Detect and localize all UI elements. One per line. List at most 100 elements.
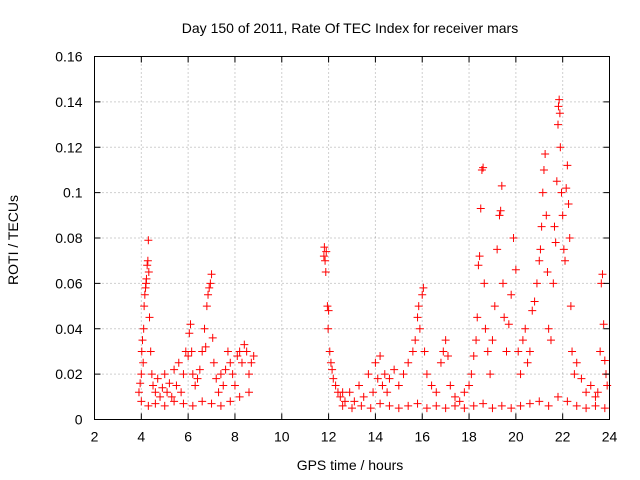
data-point: [147, 370, 156, 379]
data-point: [518, 336, 527, 345]
data-point: [564, 199, 573, 208]
data-point: [202, 302, 211, 311]
data-point: [174, 358, 183, 367]
data-point: [145, 313, 154, 322]
data-point: [555, 95, 564, 104]
data-point: [497, 181, 506, 190]
data-point: [184, 351, 193, 360]
data-point: [226, 397, 235, 406]
data-point: [555, 109, 564, 118]
data-point: [151, 388, 160, 397]
data-point: [338, 401, 347, 410]
data-point: [521, 324, 530, 333]
x-tick-label: 2: [91, 429, 99, 445]
data-point: [441, 336, 450, 345]
data-point: [219, 381, 228, 390]
data-point: [230, 381, 239, 390]
data-point: [600, 356, 609, 365]
data-point: [422, 370, 431, 379]
data-point: [572, 358, 581, 367]
y-tick-label: 0.04: [55, 321, 82, 337]
data-point: [563, 397, 572, 406]
data-point: [528, 306, 537, 315]
data-point: [378, 381, 387, 390]
data-point: [511, 265, 520, 274]
data-point: [493, 245, 502, 254]
data-point: [321, 268, 330, 277]
data-point: [600, 404, 609, 413]
data-point: [376, 399, 385, 408]
grid-lines: [94, 56, 610, 420]
data-point: [200, 324, 209, 333]
data-point: [557, 188, 566, 197]
data-point: [441, 404, 450, 413]
data-point: [572, 401, 581, 410]
data-point: [479, 163, 488, 172]
data-point: [422, 404, 431, 413]
data-point: [158, 383, 167, 392]
data-point: [156, 392, 165, 401]
data-point: [320, 243, 329, 252]
data-point: [451, 401, 459, 410]
y-tick-label: 0.08: [55, 230, 82, 246]
data-point: [177, 388, 186, 397]
data-point: [443, 351, 452, 360]
data-point: [371, 358, 380, 367]
data-point: [209, 358, 218, 367]
data-point: [460, 388, 469, 397]
data-point: [214, 388, 223, 397]
data-point: [436, 358, 445, 367]
data-point: [502, 347, 511, 356]
data-point: [460, 404, 469, 413]
x-tick-label: 6: [184, 429, 192, 445]
data-point: [144, 236, 153, 245]
data-point: [549, 279, 558, 288]
data-point: [586, 381, 595, 390]
data-point: [207, 399, 216, 408]
data-point: [490, 302, 499, 311]
data-point: [554, 120, 562, 129]
data-point: [537, 222, 546, 231]
data-point: [235, 392, 244, 401]
data-point: [191, 381, 200, 390]
data-point: [568, 347, 577, 356]
data-point: [228, 370, 237, 379]
data-point: [140, 302, 149, 311]
data-point: [516, 401, 525, 410]
x-tick-label: 14: [368, 429, 384, 445]
data-point: [359, 392, 368, 401]
data-point: [480, 279, 489, 288]
data-point: [404, 358, 413, 367]
data-point: [558, 211, 567, 220]
data-point: [538, 188, 547, 197]
data-point: [355, 381, 364, 390]
data-point: [195, 365, 204, 374]
data-point: [563, 161, 572, 170]
data-point: [185, 329, 194, 338]
data-point: [541, 150, 550, 159]
data-point: [419, 283, 428, 292]
data-point: [188, 370, 197, 379]
data-point: [160, 401, 169, 410]
data-point: [198, 347, 207, 356]
data-point: [237, 358, 246, 367]
x-tick-label: 24: [602, 429, 618, 445]
data-point: [221, 365, 230, 374]
data-point: [455, 397, 464, 406]
data-point: [474, 261, 483, 270]
data-point: [552, 177, 561, 186]
data-point: [338, 388, 347, 397]
data-point: [414, 302, 423, 311]
x-axis-title: GPS time / hours: [297, 457, 404, 473]
data-point: [472, 336, 481, 345]
data-point: [151, 399, 160, 408]
data-point: [577, 374, 586, 383]
data-point: [373, 374, 382, 383]
data-point: [206, 279, 215, 288]
data-point: [479, 399, 488, 408]
data-point: [240, 340, 249, 349]
y-tick-label: 0.06: [55, 275, 82, 291]
data-point: [566, 302, 575, 311]
x-tick-label: 16: [414, 429, 430, 445]
data-point: [324, 324, 333, 333]
